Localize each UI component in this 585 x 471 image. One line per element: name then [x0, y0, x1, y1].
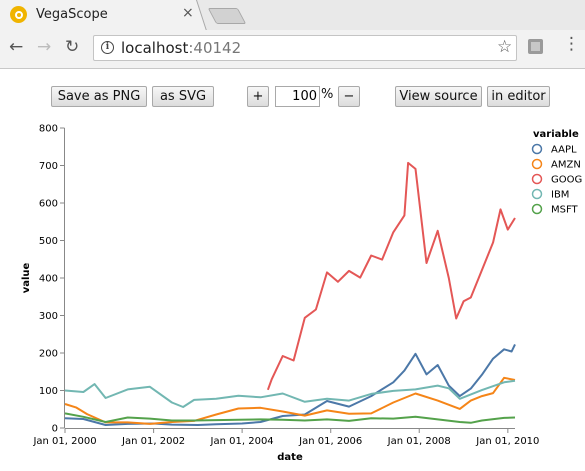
site-info-icon[interactable]: i	[101, 41, 114, 54]
open-in-editor-button[interactable]: in editor	[487, 86, 550, 107]
back-arrow-icon[interactable]: ←	[9, 37, 24, 57]
url-host: localhost	[121, 39, 189, 57]
url-port: :40142	[188, 39, 242, 57]
zoom-in-button[interactable]: +	[247, 86, 269, 107]
extension-icon[interactable]	[528, 39, 543, 54]
legend-symbol-msft	[531, 203, 543, 215]
tab-title: VegaScope	[36, 7, 108, 22]
series-line-ibm	[64, 379, 516, 408]
legend-label-msft: MSFT	[551, 205, 579, 216]
y-tick-label: 700	[39, 161, 58, 172]
tab-close-icon[interactable]: ×	[182, 5, 194, 21]
address-bar[interactable]: i localhost:40142 ☆	[93, 35, 517, 61]
y-tick-label: 100	[39, 386, 58, 397]
x-tick-label: Jan 01, 2002	[121, 436, 185, 447]
forward-arrow-icon[interactable]: →	[37, 37, 52, 57]
y-tick-label: 300	[39, 311, 58, 322]
url-text[interactable]: localhost:40142	[121, 39, 241, 57]
series-line-amzn	[64, 376, 516, 425]
legend-label-aapl: AAPL	[551, 145, 577, 156]
series-line-aapl	[64, 343, 516, 426]
y-tick-label: 200	[39, 349, 58, 360]
legend-symbol-aapl	[531, 143, 543, 155]
legend-title: variable	[533, 129, 579, 140]
series-line-goog	[266, 161, 516, 391]
legend-label-ibm: IBM	[551, 190, 569, 201]
y-tick-label: 500	[39, 236, 58, 247]
y-tick-label: 400	[39, 274, 58, 285]
legend-label-goog: GOOG	[551, 175, 582, 186]
x-tick-label: Jan 01, 2004	[210, 436, 274, 447]
reload-icon[interactable]: ↻	[65, 37, 80, 57]
legend-symbol-amzn	[531, 158, 543, 170]
x-axis-title: date	[277, 452, 303, 463]
chart-series	[64, 161, 516, 426]
save-svg-button[interactable]: as SVG	[152, 86, 214, 107]
series-line-msft	[64, 412, 516, 424]
chart-legend: variable AAPL AMZN GOOG IBM MSFT	[531, 129, 582, 216]
vegascope-favicon-icon	[10, 6, 27, 23]
zoom-input[interactable]: 100	[275, 86, 320, 107]
save-png-button[interactable]: Save as PNG	[51, 86, 147, 107]
x-tick-label: Jan 01, 2008	[387, 436, 451, 447]
chart-axes: 0 100 200 300 400 500 600 700 800 Jan 01, 2000 Jan…	[21, 124, 539, 464]
tab-vegascope[interactable]	[0, 0, 206, 31]
legend-label-amzn: AMZN	[551, 160, 581, 171]
zoom-out-button[interactable]: −	[338, 86, 360, 107]
y-tick-label: 800	[39, 124, 58, 135]
view-source-button[interactable]: View source	[395, 86, 482, 107]
legend-symbol-goog	[531, 173, 543, 185]
y-axis-title: value	[21, 262, 32, 293]
zoom-percent-label: %	[321, 87, 334, 102]
legend-symbol-ibm	[531, 188, 543, 200]
y-tick-label: 0	[52, 424, 58, 435]
x-tick-label: Jan 01, 2010	[475, 436, 539, 447]
x-tick-label: Jan 01, 2000	[32, 436, 96, 447]
browser-menu-icon[interactable]: ⋮	[563, 34, 580, 54]
y-tick-label: 600	[39, 199, 58, 210]
bookmark-star-icon[interactable]: ☆	[497, 37, 513, 57]
tab-strip: VegaScope ×	[0, 0, 585, 31]
x-tick-label: Jan 01, 2006	[298, 436, 362, 447]
